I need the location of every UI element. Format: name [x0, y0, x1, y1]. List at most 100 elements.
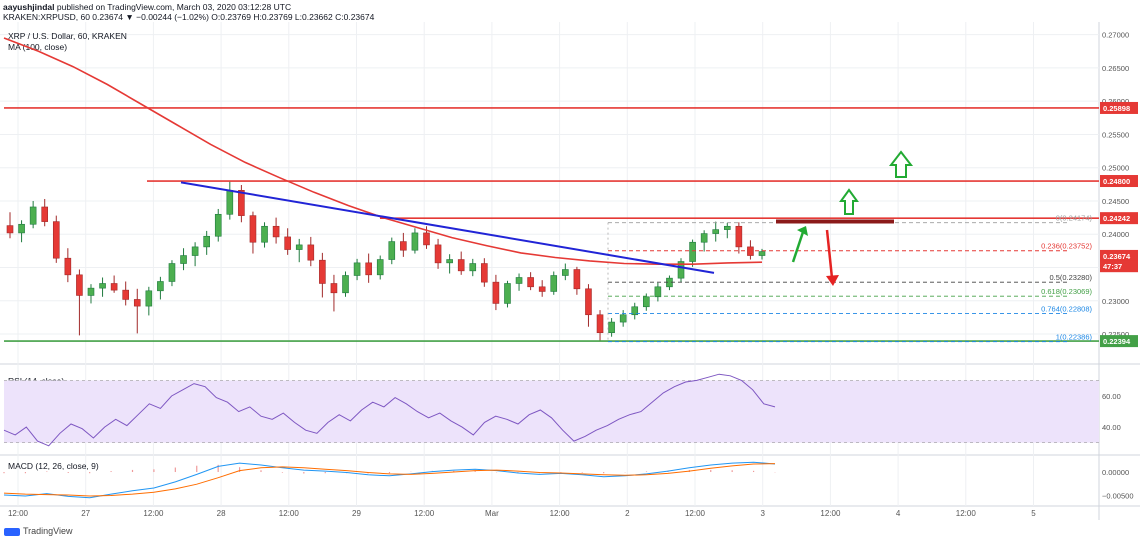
time-tick-label: 29 — [352, 509, 361, 518]
candle — [596, 310, 604, 342]
candle-body — [550, 275, 558, 292]
price-axis-marker — [1100, 335, 1138, 348]
candle-body — [562, 269, 569, 276]
candle — [735, 222, 743, 254]
candle-body — [284, 236, 291, 250]
price-tick-label: 0.27000 — [1102, 31, 1129, 40]
candle-body — [64, 257, 72, 276]
candle-body — [376, 259, 384, 276]
rsi-pane: RSI (14, close) — [3, 373, 1099, 447]
candle — [619, 310, 627, 327]
candle-body — [608, 321, 615, 334]
candle-body — [689, 241, 696, 262]
candle — [492, 274, 500, 311]
fibonacci-level-label: 0.5(0.23280) — [1049, 273, 1092, 282]
price-axis-marker — [1100, 260, 1138, 273]
candle-body — [272, 225, 280, 238]
candle — [18, 220, 25, 243]
candle — [538, 280, 546, 297]
candle-body — [168, 263, 176, 282]
macd-tick-label: −0.00500 — [1102, 491, 1134, 500]
price-tick-label: 0.25000 — [1102, 164, 1129, 173]
rsi-tick-label: 40.00 — [1102, 423, 1121, 432]
candle — [6, 212, 14, 239]
publisher-name[interactable]: aayushjindal — [3, 2, 55, 12]
time-tick-label: 12:00 — [8, 509, 29, 518]
candle-body — [573, 269, 581, 290]
candle — [191, 242, 199, 267]
candle — [677, 258, 685, 283]
publish-info: aayushjindal published on TradingView.co… — [3, 2, 291, 12]
candle-body — [585, 288, 592, 316]
resistance-zone-bar[interactable] — [776, 219, 894, 224]
candle-body — [723, 225, 731, 230]
candle-body — [203, 235, 210, 248]
candle-body — [446, 259, 453, 264]
candle — [585, 284, 592, 327]
bearish-arrow[interactable] — [825, 229, 834, 279]
candle — [388, 237, 396, 265]
time-tick-label: 12:00 — [820, 509, 841, 518]
up-arrow-target-1[interactable] — [839, 188, 859, 215]
candle-body — [261, 225, 268, 243]
candle — [157, 276, 164, 300]
candle — [747, 240, 754, 260]
candle — [457, 251, 465, 275]
candle-body — [353, 262, 361, 276]
time-tick-label: 5 — [1031, 509, 1036, 518]
candle — [400, 232, 407, 257]
candle-body — [295, 244, 303, 250]
candle-body — [238, 190, 245, 216]
candle — [365, 253, 372, 283]
time-tick-label: 28 — [217, 509, 226, 518]
time-tick-label: 12:00 — [143, 509, 164, 518]
candle — [261, 222, 268, 248]
candle-body — [180, 255, 187, 264]
candle — [353, 258, 361, 281]
tradingview-logo-mark — [4, 527, 20, 536]
candle — [446, 254, 453, 274]
candle-body — [492, 281, 500, 304]
candle-body — [515, 277, 523, 284]
candle — [700, 230, 708, 252]
up-arrow-target-2[interactable] — [888, 150, 914, 178]
candle — [550, 271, 558, 295]
price-axis-marker-label: 0.24800 — [1103, 177, 1130, 186]
time-tick-label: 2 — [625, 509, 630, 518]
candle-body — [110, 283, 118, 291]
candle-body — [654, 286, 662, 298]
candle — [666, 275, 673, 291]
price-tick-label: 0.24000 — [1102, 230, 1129, 239]
rsi-tick-label: 60.00 — [1102, 392, 1121, 401]
bullish-arrow-small[interactable] — [791, 231, 805, 263]
price-axis-marker — [1100, 175, 1138, 188]
candle — [689, 239, 696, 267]
candle — [87, 284, 95, 304]
candle — [214, 208, 222, 242]
candle-body — [41, 206, 49, 222]
rsi-line — [3, 373, 776, 447]
candle-body — [700, 233, 708, 243]
candle — [562, 263, 569, 281]
annotation-drawings — [776, 150, 914, 286]
bearish-trend-line[interactable] — [180, 181, 715, 274]
candle — [469, 258, 477, 277]
candle — [319, 252, 326, 298]
candle-body — [307, 244, 315, 261]
candle-body — [214, 213, 222, 237]
time-tick-label: 12:00 — [414, 509, 435, 518]
candle — [249, 211, 257, 254]
candle — [64, 248, 72, 283]
candle-body — [712, 229, 720, 234]
macd-pane: MACD (12, 26, close, 9) — [3, 461, 776, 499]
candle — [145, 286, 153, 316]
candle — [515, 273, 523, 291]
candle — [654, 282, 662, 302]
signal-line — [3, 463, 776, 497]
price-axis-marker-label: 0.25898 — [1103, 104, 1130, 113]
candle — [76, 269, 83, 336]
candle-body — [434, 244, 442, 264]
candle — [376, 255, 384, 280]
candle — [573, 266, 581, 295]
